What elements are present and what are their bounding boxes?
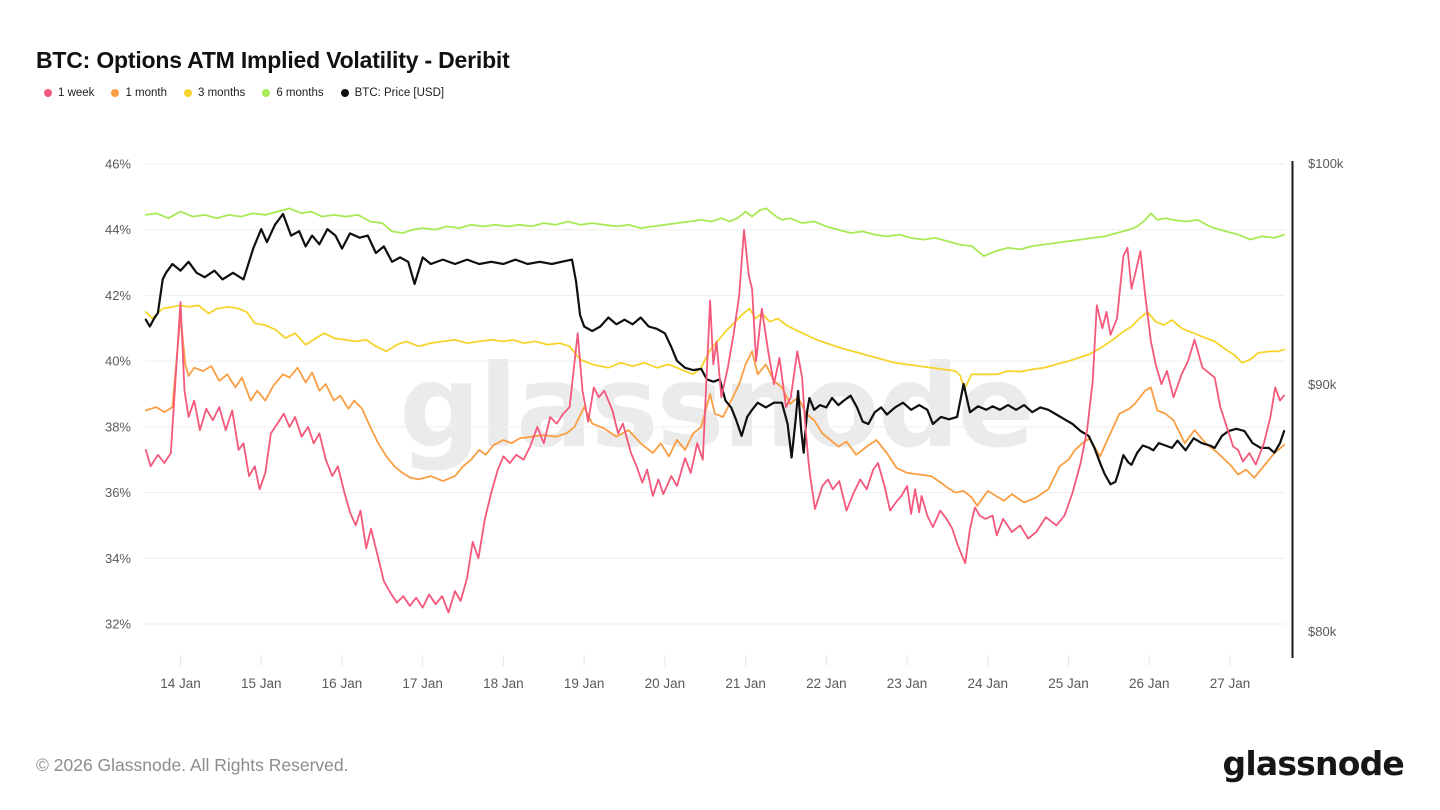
y-left-tick-label: 34% — [105, 551, 131, 566]
glassnode-watermark: glassnode — [399, 340, 1035, 474]
legend-item-3-months[interactable]: 3 months — [184, 87, 245, 99]
legend-item-btc-price-usd[interactable]: BTC: Price [USD] — [340, 87, 445, 99]
legend-label: 1 week — [58, 87, 95, 99]
x-tick-label: 21 Jan — [725, 676, 766, 691]
legend-marker-icon — [111, 89, 120, 97]
chart-area: glassnode 46% 44% 42% 40% 38% 36% 34% 32% 14 Jan… — [0, 0, 1440, 735]
legend-marker-icon — [44, 89, 52, 97]
y-left-tick-label: 38% — [105, 419, 131, 434]
x-tick-label: 27 Jan — [1210, 676, 1251, 691]
y-left-tick-label: 40% — [105, 354, 131, 369]
page-title: BTC: Options ATM Implied Volatility - De… — [36, 47, 510, 74]
x-tick-label: 17 Jan — [402, 676, 443, 691]
copyright-text: © 2026 Glassnode. All Rights Reserved. — [36, 755, 349, 775]
y-left-tick-label: 42% — [105, 288, 131, 303]
legend-marker-icon — [184, 89, 192, 97]
series-line-1-week — [144, 228, 1285, 614]
glassnode-logo: glassnode — [1222, 744, 1405, 783]
legend-label: 1 month — [125, 87, 167, 99]
series-line-3-months — [144, 304, 1285, 391]
chart-legend: 1 week 1 month 3 months 6 months BTC: Price … — [44, 87, 444, 99]
x-tick-label: 25 Jan — [1048, 676, 1089, 691]
legend-item-1-week[interactable]: 1 week — [44, 87, 94, 99]
x-tick-label: 26 Jan — [1129, 676, 1170, 691]
series-line-6-months — [144, 207, 1285, 257]
y-left-tick-label: 36% — [105, 485, 131, 500]
x-tick-label: 14 Jan — [160, 676, 201, 691]
legend-marker-icon — [262, 89, 271, 97]
x-tick-label: 18 Jan — [483, 676, 524, 691]
x-tick-label: 24 Jan — [968, 676, 1009, 691]
y-right-tick-label: $90k — [1308, 377, 1337, 392]
x-tick-label: 23 Jan — [887, 676, 928, 691]
legend-label: BTC: Price [USD] — [354, 87, 445, 99]
y-left-tick-label: 32% — [105, 616, 131, 631]
legend-marker-icon — [340, 89, 349, 97]
legend-item-6-months[interactable]: 6 months — [262, 87, 324, 99]
y-right-tick-label: $80k — [1308, 624, 1337, 639]
y-right-tick-label: $100k — [1308, 156, 1344, 171]
legend-label: 3 months — [198, 87, 246, 99]
y-left-tick-label: 44% — [105, 222, 131, 237]
series-line-btc-price-usd — [144, 212, 1286, 486]
x-tick-label: 16 Jan — [322, 676, 363, 691]
y-left-tick-label: 46% — [105, 157, 131, 172]
legend-label: 6 months — [276, 87, 324, 99]
x-tick-label: 20 Jan — [645, 676, 686, 691]
legend-item-1-month[interactable]: 1 month — [111, 87, 167, 99]
chart-canvas[interactable]: 46% 44% 42% 40% 38% 36% 34% 32% 14 Jan 15 Jan 16 J… — [0, 0, 1440, 735]
x-tick-label: 19 Jan — [564, 676, 605, 691]
x-tick-label: 22 Jan — [806, 676, 847, 691]
x-tick-label: 15 Jan — [241, 676, 282, 691]
